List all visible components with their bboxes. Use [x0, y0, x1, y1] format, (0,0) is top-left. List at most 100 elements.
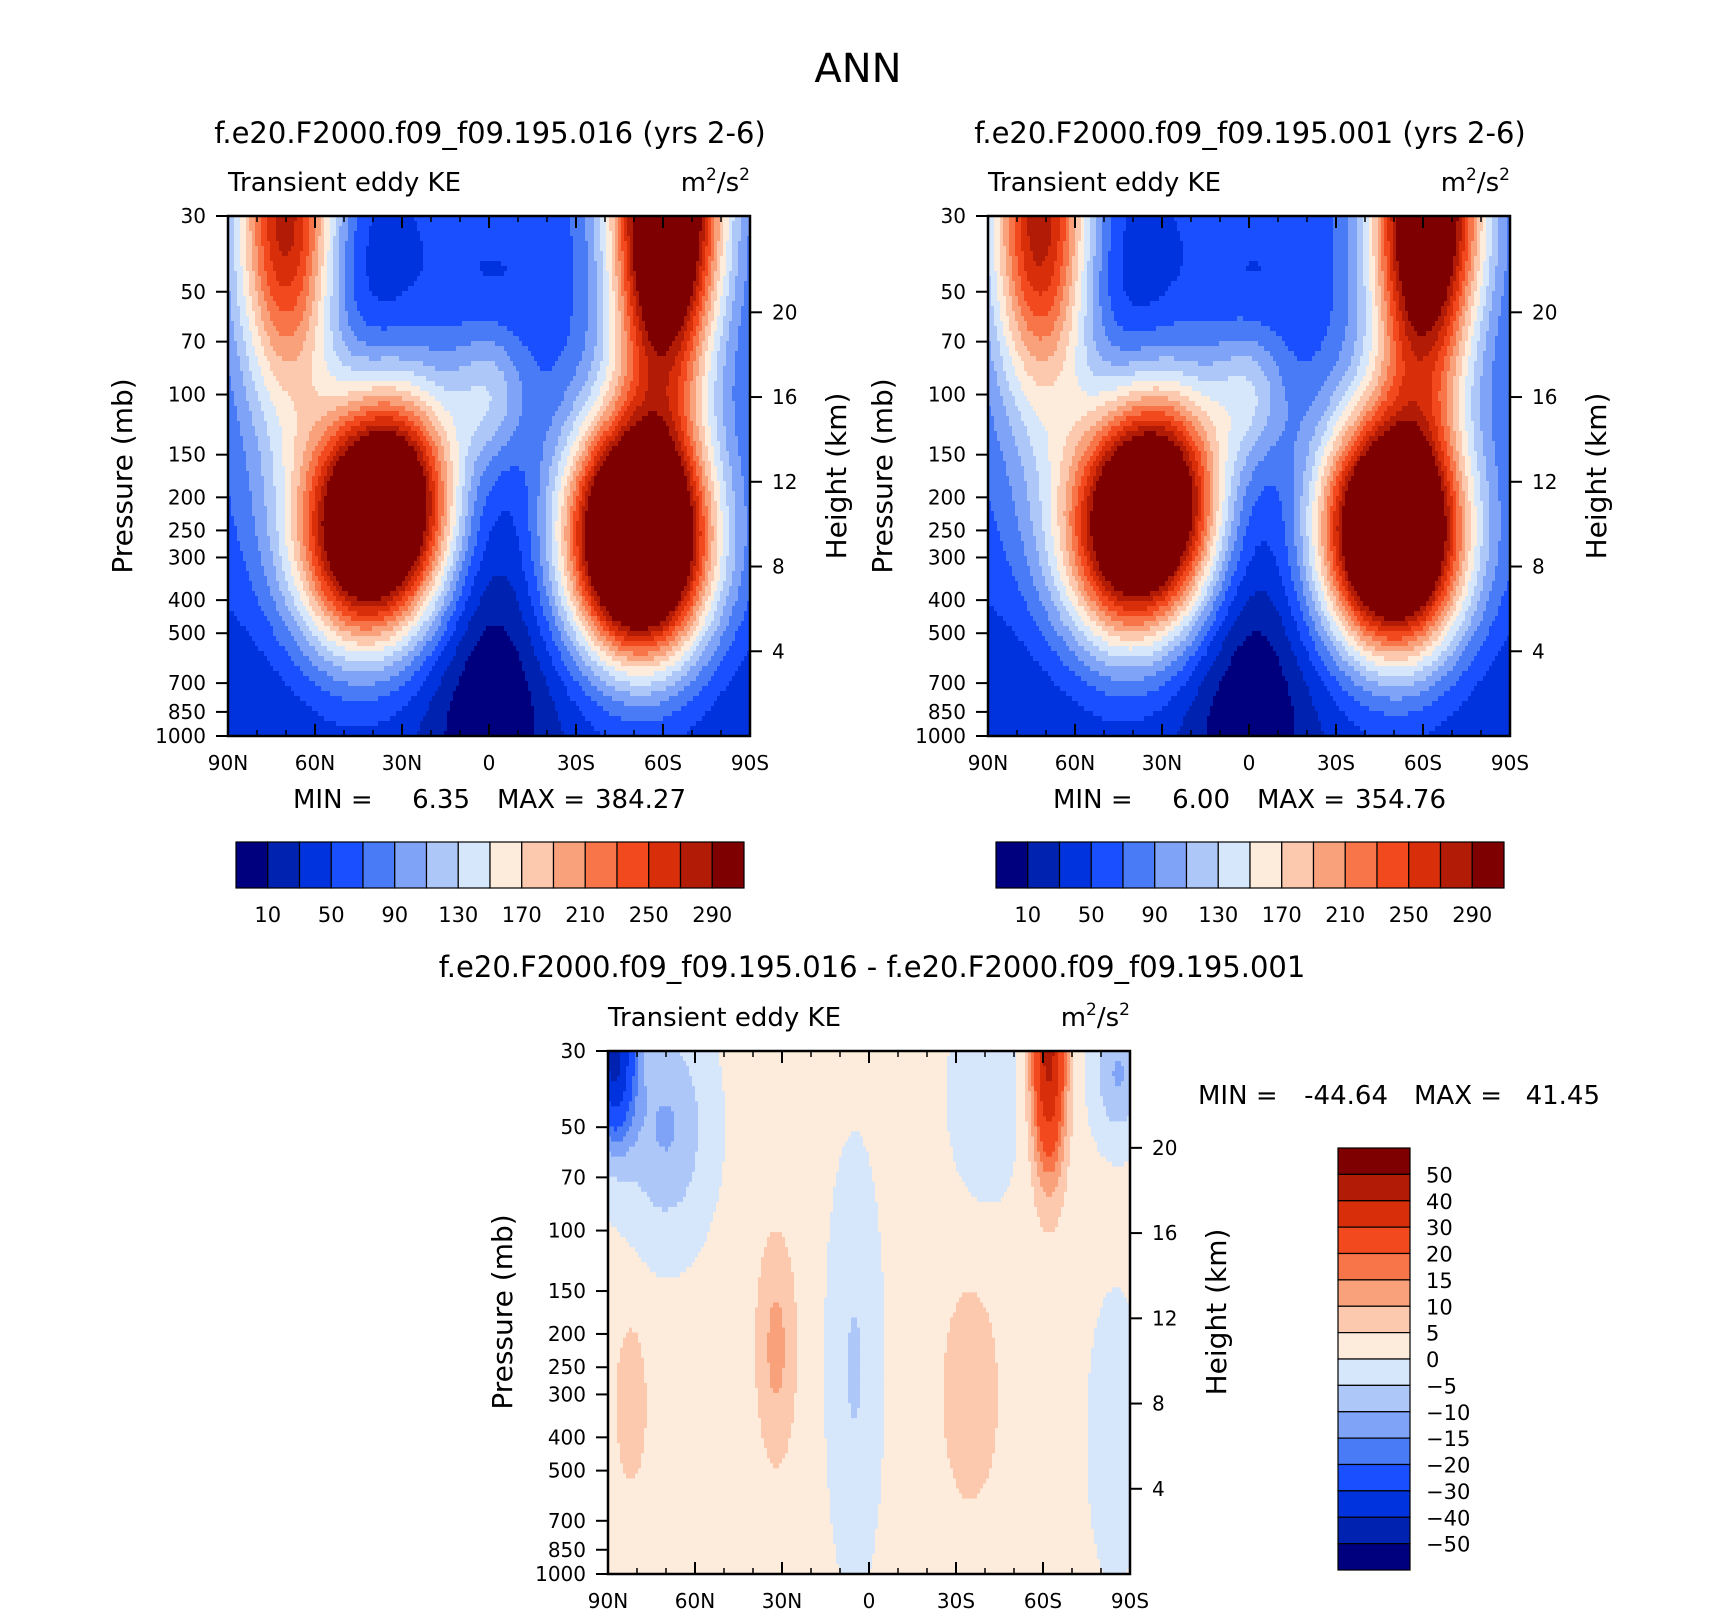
- contour-cell: [561, 291, 565, 297]
- contour-cell: [264, 321, 268, 327]
- contour-cell: [717, 236, 721, 242]
- contour-cell: [360, 281, 364, 287]
- contour-cell: [594, 286, 598, 292]
- contour-cell: [690, 256, 694, 262]
- contour-cell: [564, 346, 568, 352]
- contour-cell: [600, 276, 604, 282]
- contour-cell: [354, 251, 358, 257]
- contour-cell: [387, 306, 391, 312]
- contour-cell: [516, 336, 520, 342]
- contour-cell: [324, 326, 328, 332]
- contour-cell: [381, 266, 385, 272]
- contour-cell: [267, 321, 271, 327]
- contour-cell: [450, 216, 454, 222]
- contour-cell: [402, 251, 406, 257]
- contour-cell: [465, 231, 469, 237]
- contour-cell: [723, 276, 727, 282]
- contour-cell: [678, 311, 682, 317]
- contour-cell: [726, 336, 730, 342]
- contour-cell: [483, 231, 487, 237]
- contour-cell: [333, 351, 337, 357]
- contour-cell: [657, 261, 661, 267]
- contour-cell: [384, 286, 388, 292]
- contour-cell: [237, 271, 241, 277]
- contour-cell: [498, 336, 502, 342]
- contour-cell: [300, 346, 304, 352]
- contour-cell: [546, 221, 550, 227]
- contour-cell: [486, 351, 490, 357]
- contour-cell: [234, 221, 238, 227]
- contour-cell: [303, 231, 307, 237]
- contour-cell: [732, 226, 736, 232]
- contour-cell: [597, 346, 601, 352]
- contour-cell: [510, 241, 514, 247]
- contour-cell: [531, 301, 535, 307]
- contour-cell: [432, 271, 436, 277]
- contour-cell: [246, 316, 250, 322]
- contour-cell: [399, 251, 403, 257]
- contour-cell: [522, 231, 526, 237]
- contour-cell: [636, 221, 640, 227]
- contour-cell: [405, 356, 409, 362]
- contour-cell: [438, 351, 442, 357]
- contour-cell: [609, 221, 613, 227]
- contour-cell: [573, 226, 577, 232]
- contour-cell: [453, 346, 457, 352]
- contour-cell: [306, 231, 310, 237]
- contour-cell: [237, 261, 241, 267]
- contour-cell: [240, 311, 244, 317]
- contour-cell: [606, 246, 610, 252]
- contour-cell: [498, 321, 502, 327]
- contour-cell: [462, 241, 466, 247]
- contour-cell: [579, 246, 583, 252]
- contour-cell: [276, 231, 280, 237]
- contour-cell: [618, 331, 622, 337]
- contour-cell: [300, 296, 304, 302]
- contour-cell: [309, 251, 313, 257]
- contour-cell: [729, 311, 733, 317]
- contour-cell: [231, 221, 235, 227]
- contour-cell: [495, 341, 499, 347]
- contour-cell: [693, 256, 697, 262]
- contour-cell: [684, 231, 688, 237]
- contour-cell: [492, 256, 496, 262]
- contour-cell: [684, 311, 688, 317]
- contour-cell: [285, 251, 289, 257]
- contour-cell: [375, 346, 379, 352]
- contour-cell: [393, 346, 397, 352]
- contour-cell: [504, 346, 508, 352]
- contour-cell: [663, 281, 667, 287]
- contour-cell: [495, 291, 499, 297]
- contour-cell: [456, 296, 460, 302]
- contour-cell: [330, 326, 334, 332]
- contour-cell: [585, 266, 589, 272]
- contour-cell: [642, 276, 646, 282]
- contour-cell: [243, 291, 247, 297]
- contour-cell: [438, 246, 442, 252]
- contour-cell: [357, 236, 361, 242]
- contour-cell: [441, 216, 445, 222]
- contour-cell: [558, 291, 562, 297]
- contour-cell: [729, 336, 733, 342]
- contour-cell: [312, 356, 316, 362]
- contour-cell: [492, 346, 496, 352]
- contour-cell: [603, 311, 607, 317]
- contour-cell: [669, 266, 673, 272]
- contour-cell: [684, 326, 688, 332]
- contour-cell: [615, 351, 619, 357]
- contour-cell: [546, 251, 550, 257]
- contour-cell: [366, 336, 370, 342]
- contour-cell: [615, 316, 619, 322]
- contour-cell: [294, 276, 298, 282]
- contour-cell: [480, 276, 484, 282]
- contour-cell: [324, 336, 328, 342]
- contour-cell: [720, 346, 724, 352]
- contour-cell: [228, 341, 232, 347]
- contour-cell: [669, 216, 673, 222]
- contour-cell: [597, 296, 601, 302]
- contour-cell: [243, 251, 247, 257]
- contour-cell: [681, 241, 685, 247]
- contour-cell: [237, 296, 241, 302]
- contour-cell: [558, 301, 562, 307]
- contour-cell: [300, 241, 304, 247]
